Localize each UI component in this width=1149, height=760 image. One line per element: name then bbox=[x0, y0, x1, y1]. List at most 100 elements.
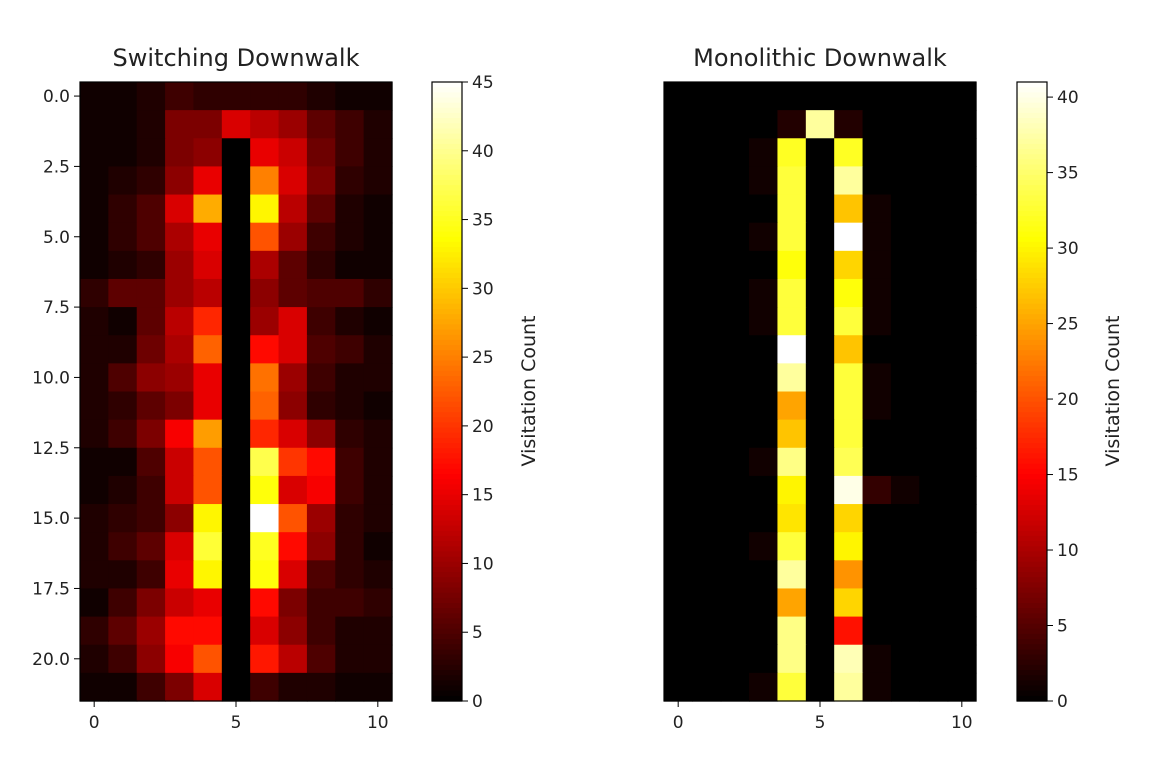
colorbar-band bbox=[1017, 143, 1047, 150]
heatmap-cell bbox=[363, 110, 393, 139]
heatmap-cell bbox=[834, 250, 864, 280]
heatmap-cell bbox=[805, 560, 835, 590]
heatmap-cell bbox=[805, 588, 835, 618]
heatmap-cell bbox=[805, 307, 835, 336]
y-tick-label: 0.0 bbox=[43, 87, 70, 107]
heatmap-cell bbox=[720, 335, 750, 364]
colorbar-band bbox=[1017, 149, 1047, 155]
heatmap-cell bbox=[335, 278, 365, 308]
heatmap-cell bbox=[165, 391, 195, 421]
heatmap-cell bbox=[335, 307, 365, 336]
colorbar-band bbox=[432, 406, 462, 413]
heatmap-cell bbox=[664, 475, 693, 505]
heatmap-cell bbox=[136, 335, 166, 364]
heatmap-cell bbox=[834, 194, 864, 224]
heatmap-cell bbox=[777, 307, 807, 336]
heatmap-cell bbox=[805, 82, 835, 111]
colorbar-band bbox=[1017, 633, 1047, 640]
colorbar-tick-label: 30 bbox=[472, 279, 494, 299]
colorbar-band bbox=[1017, 319, 1047, 326]
heatmap-cell bbox=[834, 278, 864, 308]
colorbar-band bbox=[432, 252, 462, 258]
heatmap-cell bbox=[80, 447, 109, 477]
colorbar-band bbox=[1017, 180, 1047, 186]
heatmap-cell bbox=[221, 447, 251, 477]
heatmap-cell bbox=[749, 588, 779, 618]
heatmap-cell bbox=[193, 672, 223, 702]
colorbar-band bbox=[432, 458, 462, 465]
heatmap-cell bbox=[720, 588, 750, 618]
heatmap-cell bbox=[221, 222, 251, 252]
colorbar-band bbox=[1017, 247, 1047, 253]
heatmap-cell bbox=[862, 419, 892, 449]
heatmap-cell bbox=[692, 194, 722, 224]
heatmap-cell bbox=[919, 504, 949, 533]
heatmap-cell bbox=[108, 363, 138, 393]
heatmap-cell bbox=[250, 644, 280, 674]
heatmap-cell bbox=[664, 166, 693, 196]
colorbar-band bbox=[432, 283, 462, 289]
heatmap-cell bbox=[890, 504, 920, 533]
heatmap-cell bbox=[363, 504, 393, 533]
heatmap-cell bbox=[250, 447, 280, 477]
colorbar-band bbox=[432, 82, 462, 88]
colorbar-band bbox=[432, 515, 462, 522]
colorbar-band bbox=[1017, 303, 1047, 310]
heatmap-cell bbox=[108, 447, 138, 477]
heatmap-cell bbox=[136, 110, 166, 139]
heatmap-cell bbox=[777, 363, 807, 393]
colorbar-band bbox=[1017, 154, 1047, 160]
heatmap-cell bbox=[834, 419, 864, 449]
heatmap-cell bbox=[136, 560, 166, 590]
x-tick-label: 0 bbox=[673, 713, 684, 733]
heatmap-cell bbox=[805, 363, 835, 393]
colorbar-band bbox=[432, 391, 462, 398]
heatmap-cell bbox=[250, 504, 280, 533]
heatmap-cell bbox=[335, 391, 365, 421]
heatmap-cell bbox=[80, 588, 109, 618]
heatmap-cell bbox=[777, 419, 807, 449]
heatmap-cell bbox=[947, 447, 977, 477]
heatmap-cell bbox=[363, 475, 393, 505]
heatmap-cell bbox=[664, 250, 693, 280]
heatmap-cell bbox=[250, 307, 280, 336]
colorbar-band bbox=[432, 272, 462, 279]
heatmap-cell bbox=[363, 588, 393, 618]
colorbar-band bbox=[432, 164, 462, 171]
heatmap-cell bbox=[165, 532, 195, 561]
heatmap-cell bbox=[834, 222, 864, 252]
heatmap-cell bbox=[834, 588, 864, 618]
heatmap-cell bbox=[136, 532, 166, 561]
colorbar-tick-label: 45 bbox=[472, 73, 494, 93]
heatmap-cell bbox=[834, 363, 864, 393]
heatmap-cell bbox=[890, 560, 920, 590]
heatmap-cell bbox=[947, 672, 977, 702]
heatmap-cell bbox=[306, 250, 336, 280]
heatmap-cell bbox=[720, 644, 750, 674]
colorbar-band bbox=[432, 670, 462, 676]
heatmap-cell bbox=[834, 672, 864, 702]
colorbar-band bbox=[1017, 123, 1047, 130]
heatmap-cell bbox=[165, 419, 195, 449]
colorbar-band bbox=[432, 556, 462, 563]
heatmap-cell bbox=[108, 222, 138, 252]
colorbar-band bbox=[1017, 159, 1047, 166]
colorbar-band bbox=[1017, 685, 1047, 692]
colorbar-band bbox=[1017, 128, 1047, 135]
colorbar-tick-label: 0 bbox=[472, 692, 483, 712]
colorbar-band bbox=[1017, 515, 1047, 522]
colorbar-band bbox=[1017, 210, 1047, 217]
heatmap-cell bbox=[108, 82, 138, 111]
colorbar-band bbox=[1017, 370, 1047, 377]
colorbar-band bbox=[432, 680, 462, 687]
heatmap-cell bbox=[193, 138, 223, 168]
colorbar-band bbox=[432, 345, 462, 351]
colorbar-band bbox=[1017, 484, 1047, 491]
heatmap-cell bbox=[777, 532, 807, 561]
colorbar-band bbox=[1017, 195, 1047, 202]
heatmap-cell bbox=[805, 222, 835, 252]
colorbar-band bbox=[1017, 339, 1047, 346]
heatmap-cell bbox=[363, 363, 393, 393]
heatmap-cell bbox=[805, 475, 835, 505]
colorbar-band bbox=[1017, 164, 1047, 171]
